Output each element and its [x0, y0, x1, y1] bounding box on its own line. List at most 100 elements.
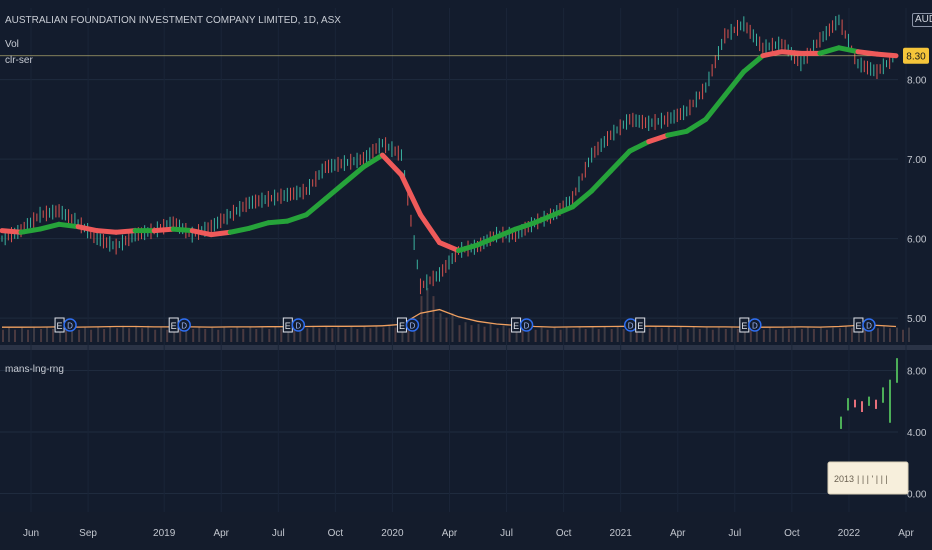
earnings-marker-label: E: [171, 321, 177, 331]
last-price-badge: [903, 47, 929, 64]
smoothed-series-segment: [170, 226, 195, 234]
volume-bar: [477, 324, 480, 342]
volume-bar: [249, 326, 252, 342]
price-tick-label: 6.00: [907, 235, 927, 246]
dividend-marker-label: D: [181, 322, 187, 331]
earnings-marker-label: E: [57, 321, 63, 331]
range-bar: [861, 401, 863, 412]
clr-ser-indicator-label[interactable]: clr-ser: [5, 55, 33, 66]
pane-separator: [0, 345, 932, 350]
volume-bar: [508, 328, 511, 342]
volume-bar: [660, 328, 663, 342]
volume-bar: [154, 329, 157, 342]
volume-bar: [540, 327, 543, 342]
volume-bar: [40, 328, 43, 342]
volume-bar: [236, 326, 239, 342]
volume-bar: [375, 325, 378, 342]
volume-bar: [844, 325, 847, 342]
lower-pane-title[interactable]: mans-lng-rng: [5, 364, 64, 375]
currency-badge[interactable]: AUD: [912, 13, 932, 27]
volume-bar: [521, 328, 524, 342]
volume-bar: [806, 326, 809, 342]
smoothed-series-segment: [874, 51, 899, 59]
smoothed-series-segment: [475, 234, 500, 248]
volume-bar: [204, 328, 207, 342]
volume-bar: [128, 328, 131, 342]
volume-bar: [420, 296, 423, 342]
volume-bar: [52, 328, 55, 342]
volume-bar: [356, 328, 359, 342]
time-tick-label: 2022: [838, 528, 861, 539]
volume-bar: [242, 328, 245, 342]
earnings-marker: [635, 317, 646, 333]
smoothed-series-segment: [284, 212, 309, 224]
volume-bar: [863, 326, 866, 342]
volume-bar: [876, 328, 879, 342]
dividend-marker: [291, 318, 306, 332]
volume-bar: [572, 328, 575, 342]
volume-bar: [483, 326, 486, 342]
volume-bar: [394, 327, 397, 342]
volume-bar: [293, 328, 296, 342]
symbol-title[interactable]: AUSTRALIAN FOUNDATION INVESTMENT COMPANY…: [5, 15, 341, 26]
volume-bar: [908, 327, 910, 342]
range-bar: [875, 399, 877, 409]
smoothed-series-segment: [760, 49, 785, 59]
volume-bar: [382, 327, 385, 342]
volume-bar: [882, 325, 885, 342]
volume-bar: [445, 317, 448, 342]
volume-bar: [185, 326, 188, 342]
range-bar: [847, 398, 849, 411]
time-tick-label: Oct: [328, 528, 344, 539]
smoothed-series-segment: [0, 228, 24, 235]
dividend-marker-label: D: [752, 322, 758, 331]
smoothed-series-segment: [18, 226, 43, 235]
volume-bar: [787, 328, 790, 342]
volume-bar: [217, 329, 220, 342]
volume-bar: [629, 325, 632, 342]
volume-bar: [350, 326, 353, 342]
smoothed-series-segment: [855, 49, 880, 57]
volume-bar: [470, 325, 473, 342]
volume-bar: [515, 326, 518, 342]
price-pane: [0, 14, 899, 295]
volume-bar: [318, 328, 321, 342]
smoothed-series-segment: [665, 128, 690, 138]
volume-bar: [78, 329, 81, 342]
volume-bar: [8, 327, 10, 342]
smoothed-series-segment: [646, 132, 671, 145]
volume-bar: [65, 328, 68, 342]
volume-bar: [413, 322, 416, 342]
indicator-tooltip: 2013 | | | ' | | |: [827, 461, 909, 495]
smoothed-series-segment: [436, 240, 462, 254]
volume-bar: [717, 327, 720, 342]
volume-bar: [692, 326, 695, 342]
time-tick-label: Jul: [728, 528, 741, 539]
time-tick-label: Apr: [442, 528, 458, 539]
time-tick-label: 2019: [153, 528, 176, 539]
dividend-marker: [862, 318, 876, 332]
volume-bar: [312, 325, 315, 342]
volume-bar: [762, 329, 765, 342]
smoothed-series-segment: [817, 45, 842, 56]
smoothed-series-segment: [341, 164, 366, 186]
volume-indicator-label[interactable]: Vol: [5, 39, 19, 50]
time-axis-background: [0, 512, 932, 550]
volume-bar: [755, 327, 758, 342]
range-bar: [896, 358, 898, 383]
volume-bar: [896, 327, 898, 342]
volume-bar: [578, 326, 581, 342]
smoothed-series-segment: [360, 152, 385, 170]
volume-bar: [850, 328, 853, 342]
volume-bar: [255, 328, 258, 342]
volume-bar: [59, 326, 62, 342]
dividend-marker-label: D: [524, 322, 530, 331]
smoothed-series-segment: [265, 218, 290, 226]
smoothed-series-segment: [398, 172, 423, 218]
earnings-marker-label: E: [637, 321, 643, 331]
smoothed-series-segment: [779, 49, 804, 56]
volume-bar: [831, 327, 834, 342]
volume-bar: [179, 328, 182, 342]
